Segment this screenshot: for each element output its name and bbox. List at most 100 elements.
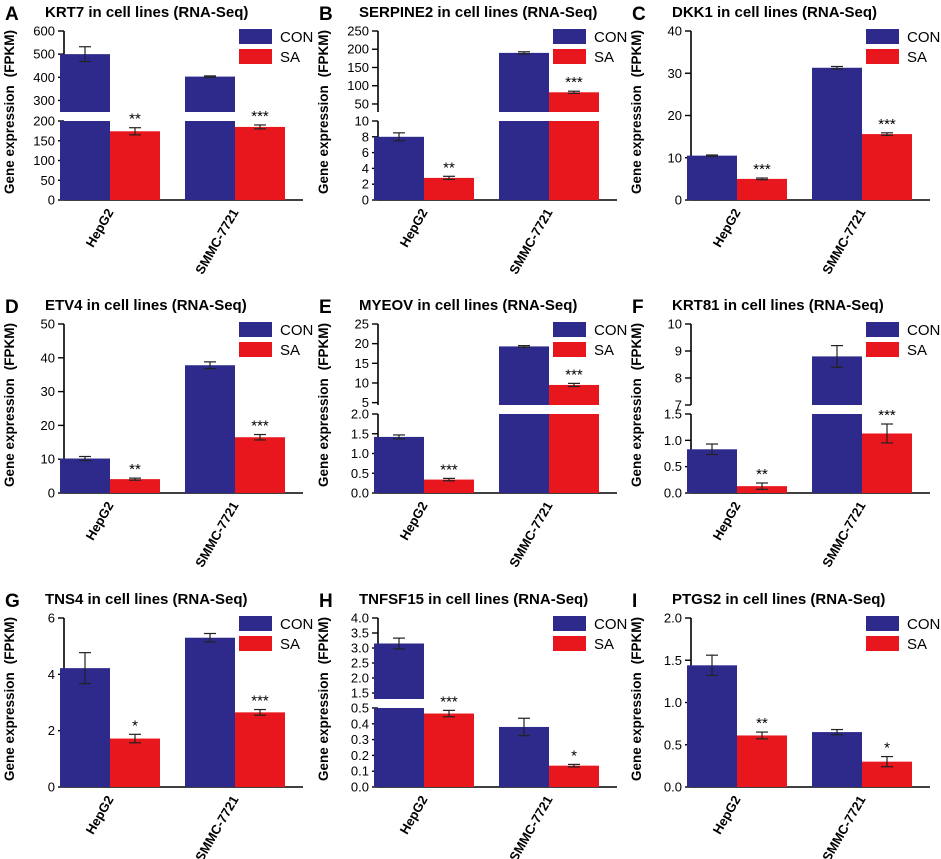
error-bar-sa-hepg2 <box>756 731 768 740</box>
error-bar-sa-smmc-7721 <box>568 763 580 768</box>
error-bar-sa-hepg2 <box>756 482 768 490</box>
panel-letter: H <box>319 591 333 612</box>
legend-label-con: CON <box>280 322 313 339</box>
y-tick-label: 4 <box>362 161 369 176</box>
x-tick-label: HepG2 <box>710 206 744 250</box>
legend-label-con: CON <box>594 322 627 339</box>
y-axis-label-main: Gene expression <box>629 378 644 487</box>
panel-I: I PTGS2 in cell lines (RNA-Seq) Gene expre… <box>629 591 940 859</box>
y-tick-label: 8 <box>362 129 369 144</box>
panel-A: A KRT7 in cell lines (RNA-Seq) Gene expres… <box>2 4 313 277</box>
error-bar-con-hepg2 <box>79 46 91 63</box>
x-tick-label: HepG2 <box>710 499 744 543</box>
error-bar-sa-hepg2 <box>443 175 455 181</box>
y-tick-label: 250 <box>347 24 369 39</box>
y-tick-label: 9 <box>675 344 682 359</box>
panel-F: F KRT81 in cell lines (RNA-Seq) Gene expre… <box>629 297 940 570</box>
bar-con-smmc-7721-upper <box>499 346 549 405</box>
legend-label-con: CON <box>280 616 313 633</box>
panel-letter: C <box>632 4 646 25</box>
y-axis-label-main: Gene expression <box>316 85 331 194</box>
error-bar-con-smmc-7721 <box>204 361 216 370</box>
bar-con-smmc-7721 <box>812 732 862 787</box>
chart-title: KRT81 in cell lines (RNA-Seq) <box>672 297 884 314</box>
legend-label-con: CON <box>594 29 627 46</box>
legend-swatch-con <box>866 616 899 631</box>
y-tick-label: 0.3 <box>351 732 369 747</box>
x-tick-label: SMMC-7721 <box>192 499 241 570</box>
y-tick-label: 40 <box>668 24 682 39</box>
x-tick-label: HepG2 <box>397 793 431 837</box>
significance-label: *** <box>440 693 458 710</box>
y-tick-label: 100 <box>347 78 369 93</box>
significance-label: *** <box>565 74 583 91</box>
significance-label: * <box>884 740 890 757</box>
legend-swatch-con <box>553 616 586 631</box>
bar-con-hepg2-upper <box>374 643 424 699</box>
y-axis-label-main: Gene expression <box>629 85 644 194</box>
error-bar-sa-hepg2 <box>129 477 141 481</box>
y-tick-label: 300 <box>33 93 55 108</box>
panel-letter: I <box>632 591 637 612</box>
y-tick-label: 4 <box>48 667 55 682</box>
legend-label-sa: SA <box>594 49 614 66</box>
legend-swatch-sa <box>239 636 272 651</box>
y-tick-label: 0 <box>48 486 55 501</box>
error-bar-con-hepg2 <box>79 455 91 462</box>
y-tick-label: 200 <box>33 114 55 129</box>
error-bar-sa-smmc-7721 <box>881 755 893 768</box>
y-tick-label: 0 <box>48 780 55 795</box>
legend-label-sa: SA <box>280 342 300 359</box>
bar-sa-smmc-7721 <box>235 437 285 493</box>
legend: CON SA <box>866 616 940 653</box>
bar-con-smmc-7721-lower <box>499 121 549 200</box>
y-tick-label: 1.0 <box>351 446 369 461</box>
y-tick-label: 2.0 <box>664 611 682 626</box>
y-tick-label: 6 <box>48 611 55 626</box>
error-bar-sa-smmc-7721 <box>568 90 580 94</box>
bar-sa-hepg2 <box>737 178 787 200</box>
y-tick-label: 0.0 <box>351 780 369 795</box>
legend-label-con: CON <box>907 616 940 633</box>
y-tick-label: 10 <box>355 375 369 390</box>
y-tick-label: 100 <box>33 153 55 168</box>
y-tick-label: 1.5 <box>664 653 682 668</box>
x-tick-label: HepG2 <box>83 793 117 837</box>
y-axis-label-unit: (FPKM) <box>316 30 331 77</box>
y-axis-label: Gene expression (FPKM) <box>316 617 331 781</box>
y-tick-label: 1.0 <box>664 695 682 710</box>
bar-con-smmc-7721 <box>812 67 862 200</box>
error-bar-con-smmc-7721 <box>518 51 530 55</box>
bar-sa-hepg2 <box>424 177 474 200</box>
y-tick-label: 5 <box>362 395 369 410</box>
bar-sa-hepg2 <box>424 713 474 787</box>
x-tick-label: HepG2 <box>397 499 431 543</box>
bar-sa-hepg2 <box>110 479 160 493</box>
panel-letter: E <box>319 297 332 318</box>
bar-sa-smmc-7721-upper <box>549 92 599 112</box>
y-axis-label-unit: (FPKM) <box>629 30 644 77</box>
significance-label: ** <box>129 461 141 478</box>
x-tick-label: SMMC-7721 <box>506 206 555 277</box>
legend-label-con: CON <box>594 616 627 633</box>
error-bar-sa-smmc-7721 <box>881 132 893 136</box>
y-tick-label: 20 <box>355 336 369 351</box>
x-tick-label: SMMC-7721 <box>192 206 241 277</box>
chart-title: TNS4 in cell lines (RNA-Seq) <box>45 591 248 608</box>
chart-title: KRT7 in cell lines (RNA-Seq) <box>45 4 248 21</box>
x-tick-label: SMMC-7721 <box>819 499 868 570</box>
y-tick-label: 2 <box>48 723 55 738</box>
panel-letter: G <box>5 591 20 612</box>
significance-label: *** <box>251 693 269 710</box>
error-bar-con-smmc-7721 <box>518 345 530 348</box>
error-bar-sa-hepg2 <box>129 733 141 744</box>
bar-con-hepg2-lower <box>60 121 110 200</box>
significance-label: ** <box>756 466 768 483</box>
legend-label-sa: SA <box>280 49 300 66</box>
x-tick-label: HepG2 <box>710 793 744 837</box>
panel-C: C DKK1 in cell lines (RNA-Seq) Gene expres… <box>629 4 940 277</box>
significance-label: *** <box>565 366 583 383</box>
y-axis-label: Gene expression (FPKM) <box>629 323 644 487</box>
legend-label-sa: SA <box>907 636 927 653</box>
